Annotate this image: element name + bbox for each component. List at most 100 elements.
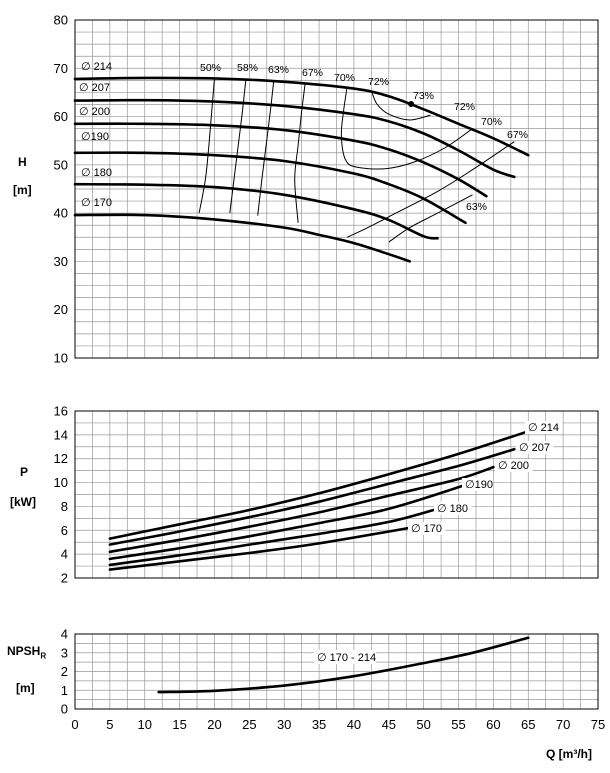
head-series-label: ∅ 180 xyxy=(81,167,112,179)
power-ytick-label: 4 xyxy=(61,547,68,562)
npsh-ytick-label: 3 xyxy=(61,645,68,660)
head-series-label: ∅ 214 xyxy=(81,61,112,73)
power-series-line xyxy=(108,507,439,567)
power-series-line xyxy=(108,483,467,561)
power-series-label: ∅190 xyxy=(465,479,493,491)
head-axis-unit: [m] xyxy=(13,183,32,197)
efficiency-label: 67% xyxy=(507,129,528,141)
npsh-axis-symbol: NPSHR xyxy=(7,644,46,663)
power-series-label-bg xyxy=(495,459,533,472)
flow-axis-label: Q [m³/h] xyxy=(546,747,592,761)
npsh-xtick-label: 35 xyxy=(312,717,326,732)
npsh-xtick-label: 50 xyxy=(416,717,430,732)
efficiency-label: 72% xyxy=(454,101,475,113)
power-ytick-label: 8 xyxy=(61,499,68,514)
npsh-xtick-label: 25 xyxy=(242,717,256,732)
efficiency-curve xyxy=(294,83,306,223)
efficiency-label: 70% xyxy=(334,72,355,84)
npsh-xtick-label: 15 xyxy=(172,717,186,732)
head-series-line xyxy=(73,182,439,240)
npsh-series-label-bg xyxy=(314,650,376,664)
head-ytick-label: 50 xyxy=(54,157,68,172)
power-ytick-label: 14 xyxy=(54,427,68,442)
head-series-line xyxy=(73,76,530,157)
npsh-xtick-label: 70 xyxy=(556,717,570,732)
efficiency-label: 70% xyxy=(481,116,502,128)
efficiency-curve xyxy=(346,141,515,238)
power-axis-symbol: P xyxy=(20,465,29,479)
efficiency-curve xyxy=(229,79,247,214)
head-ytick-label: 40 xyxy=(54,206,68,221)
head-ytick-label: 70 xyxy=(54,61,68,76)
head-panel: 10 20 30 40 50 60 70 80 ∅ 214 ∅ 207 ∅ 200 ∅190 ∅ 180… xyxy=(54,13,599,366)
npsh-ytick-label: 1 xyxy=(61,683,68,698)
power-series-label: ∅ 214 xyxy=(528,422,559,434)
efficiency-curve xyxy=(370,90,431,121)
power-series-line xyxy=(108,430,530,540)
power-ytick-label: 2 xyxy=(61,571,68,586)
power-series-label-bg xyxy=(516,441,554,454)
efficiency-label: 63% xyxy=(466,201,487,213)
power-series-label-bg xyxy=(408,522,446,535)
efficiency-label: 67% xyxy=(302,67,323,79)
efficiency-curve xyxy=(388,194,473,243)
power-ytick-label: 10 xyxy=(54,475,68,490)
head-grid xyxy=(74,19,599,359)
head-series-label: ∅190 xyxy=(81,131,109,143)
head-ytick-label: 60 xyxy=(54,109,68,124)
npsh-grid xyxy=(74,633,599,710)
npsh-xtick-label: 5 xyxy=(106,717,113,732)
efficiency-curve xyxy=(340,87,473,170)
efficiency-label: 63% xyxy=(268,64,289,76)
npsh-xtick-label: 20 xyxy=(207,717,221,732)
npsh-axis-unit: [m] xyxy=(16,681,35,695)
power-frame xyxy=(74,410,599,579)
npsh-xtick-label: 60 xyxy=(486,717,500,732)
head-series-line xyxy=(73,151,467,225)
power-series-label-bg xyxy=(462,478,494,491)
npsh-frame xyxy=(74,633,599,710)
head-ytick-label: 10 xyxy=(54,351,68,366)
npsh-xtick-label: 55 xyxy=(451,717,465,732)
efficiency-label: 58% xyxy=(237,62,258,74)
npsh-xtick-label: 45 xyxy=(382,717,396,732)
head-series-label: ∅ 200 xyxy=(79,106,110,118)
head-ytick-label: 30 xyxy=(54,254,68,269)
power-series-line xyxy=(108,465,495,554)
efficiency-label: 73% xyxy=(413,90,434,102)
power-series-label: ∅ 200 xyxy=(498,460,529,472)
npsh-xtick-label: 0 xyxy=(71,717,78,732)
head-axis-symbol: H xyxy=(18,155,27,169)
npsh-xtick-label: 65 xyxy=(521,717,535,732)
head-series-label: ∅ 207 xyxy=(79,82,110,94)
power-series-label: ∅ 207 xyxy=(519,442,550,454)
npsh-ytick-label: 2 xyxy=(61,664,68,679)
head-frame xyxy=(74,19,599,359)
npsh-xtick-label: 40 xyxy=(347,717,361,732)
efficiency-curve xyxy=(257,81,275,216)
npsh-series-label: ∅ 170 - 214 xyxy=(317,652,376,664)
power-series-label: ∅ 170 xyxy=(411,523,442,535)
efficiency-label: 50% xyxy=(200,62,221,74)
power-series-label-bg xyxy=(434,502,472,515)
best-efficiency-point xyxy=(408,101,415,108)
head-series-line xyxy=(73,213,411,263)
head-ytick-label: 80 xyxy=(54,13,68,28)
npsh-xtick-label: 10 xyxy=(137,717,151,732)
power-grid xyxy=(74,410,599,579)
efficiency-label: 72% xyxy=(368,76,389,88)
power-ytick-label: 12 xyxy=(54,451,68,466)
power-series-line xyxy=(108,526,411,571)
power-series-label-bg xyxy=(525,421,563,434)
power-ytick-label: 16 xyxy=(54,404,68,419)
power-panel: 2 4 6 8 10 12 14 16 ∅ 214 ∅ 207 ∅ 200 ∅190 ∅ 180 ∅ 17… xyxy=(54,404,599,586)
head-series-line xyxy=(73,98,516,179)
power-ytick-label: 6 xyxy=(61,523,68,538)
head-series-label: ∅ 170 xyxy=(81,197,112,209)
efficiency-curve xyxy=(198,78,215,214)
npsh-ytick-label: 0 xyxy=(61,702,68,717)
head-series-line xyxy=(73,122,488,198)
npsh-axis-subscript: R xyxy=(40,651,47,661)
power-series-label: ∅ 180 xyxy=(437,503,468,515)
